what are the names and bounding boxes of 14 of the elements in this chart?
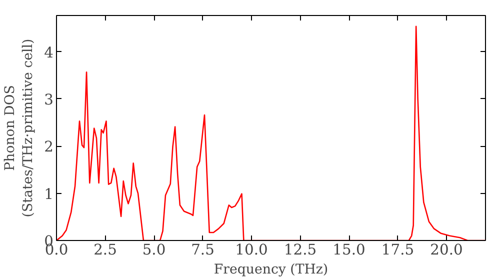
y-tick-label: 4 — [44, 44, 54, 62]
x-tick-label: 5.0 — [142, 242, 166, 258]
x-axis-title: Frequency (THz) — [214, 262, 328, 278]
x-tick-label: 2.5 — [94, 242, 117, 258]
x-tick-label: 7.5 — [191, 242, 214, 258]
y-tick-label: 2 — [44, 138, 54, 156]
x-tick-label: 20.0 — [430, 242, 463, 258]
y-tick-label: 3 — [44, 91, 54, 108]
x-tick-label: 17.5 — [381, 242, 414, 258]
x-tick-label: 12.5 — [284, 242, 317, 258]
y-tick-label: 1 — [44, 186, 54, 203]
y-axis-title: Phonon DOS (States/THz·primitive cell) — [3, 38, 36, 218]
x-tick-label: 10.0 — [235, 242, 268, 258]
x-tick-label: 15.0 — [332, 242, 366, 258]
